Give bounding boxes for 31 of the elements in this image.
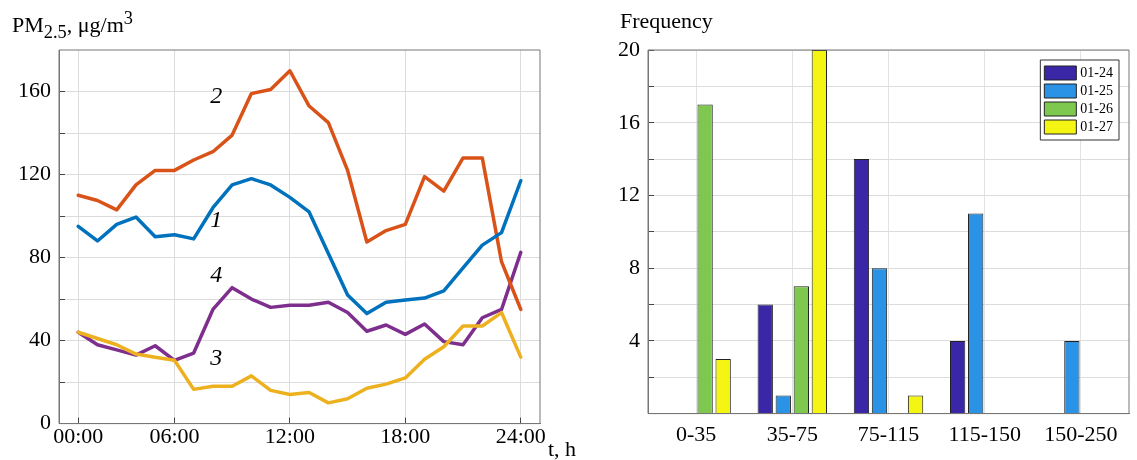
legend-label: 01-25 (1080, 82, 1114, 98)
series-label: 3 (209, 343, 223, 370)
series-label: 4 (210, 260, 223, 287)
y-tick-label: 120 (18, 160, 51, 186)
y-tick-label: 20 (618, 35, 640, 61)
y-axis-title: PM$_{2.5}$, μg/m$^{3}$ (12, 8, 133, 43)
series-label: 2 (210, 82, 223, 109)
x-tick-label: 06:00 (149, 422, 200, 448)
x-tick-label: 0-35 (675, 420, 717, 446)
x-tick-label: 24:00 (495, 422, 546, 448)
y-tick-label: 80 (29, 243, 51, 269)
y-tick-label: 4 (629, 326, 640, 352)
x-tick-label: 115-150 (948, 420, 1021, 446)
x-axis-title: t, h (548, 435, 577, 460)
y-axis-title: Frequency (620, 8, 713, 34)
x-tick-label: 35-75 (766, 420, 818, 446)
y-tick-label: 160 (18, 77, 51, 103)
legend-label: 01-24 (1080, 64, 1114, 80)
x-tick-label: 75-115 (857, 420, 920, 446)
y-tick-label: 40 (29, 326, 51, 352)
x-tick-label: 18:00 (380, 422, 431, 448)
y-tick-label: 8 (629, 253, 640, 279)
x-tick-label: 12:00 (264, 422, 315, 448)
x-tick-label: 00:00 (53, 422, 104, 448)
y-tick-label: 12 (618, 181, 640, 207)
y-tick-label: 16 (618, 108, 640, 134)
x-tick-label: 150-250 (1044, 420, 1118, 446)
y-tick-label: 0 (40, 409, 51, 435)
series-label: 1 (210, 206, 223, 233)
legend-label: 01-27 (1080, 118, 1114, 134)
legend-label: 01-26 (1080, 100, 1114, 116)
